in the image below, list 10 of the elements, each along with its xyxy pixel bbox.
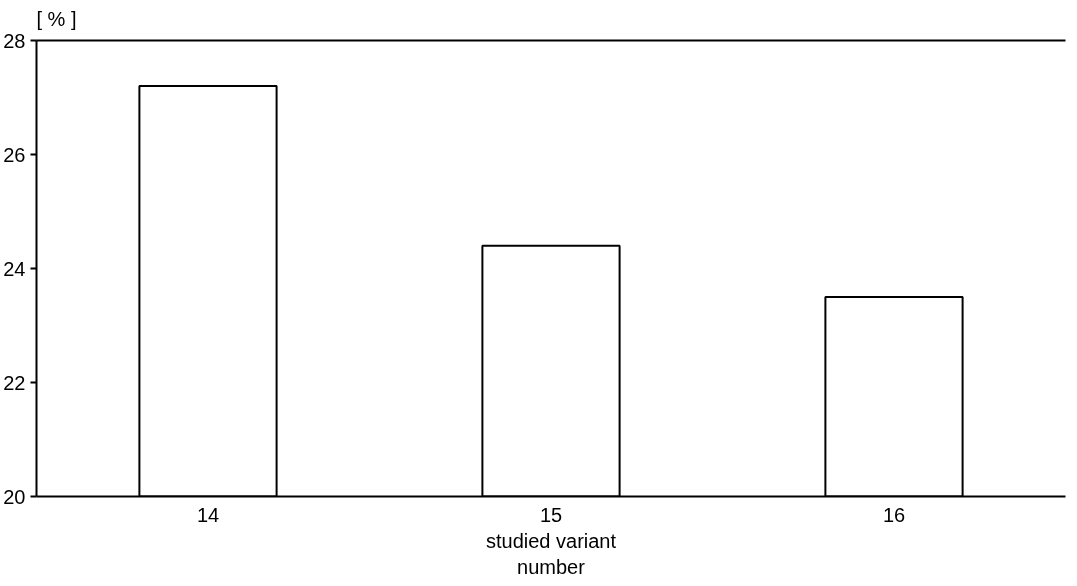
y-tick-label: 20: [3, 485, 26, 508]
x-axis-title: studied variant number: [485, 529, 617, 578]
x-tick-label: 14: [196, 503, 220, 526]
y-tick-label: 24: [3, 257, 26, 280]
y-axis-title: [ % ]: [36, 7, 77, 30]
x-tick-label: 15: [539, 503, 563, 526]
x-tick-label: 16: [882, 503, 906, 526]
y-tick-label: 26: [3, 143, 26, 166]
y-tick-label: 22: [3, 371, 26, 394]
y-tick-label: 28: [3, 29, 26, 52]
